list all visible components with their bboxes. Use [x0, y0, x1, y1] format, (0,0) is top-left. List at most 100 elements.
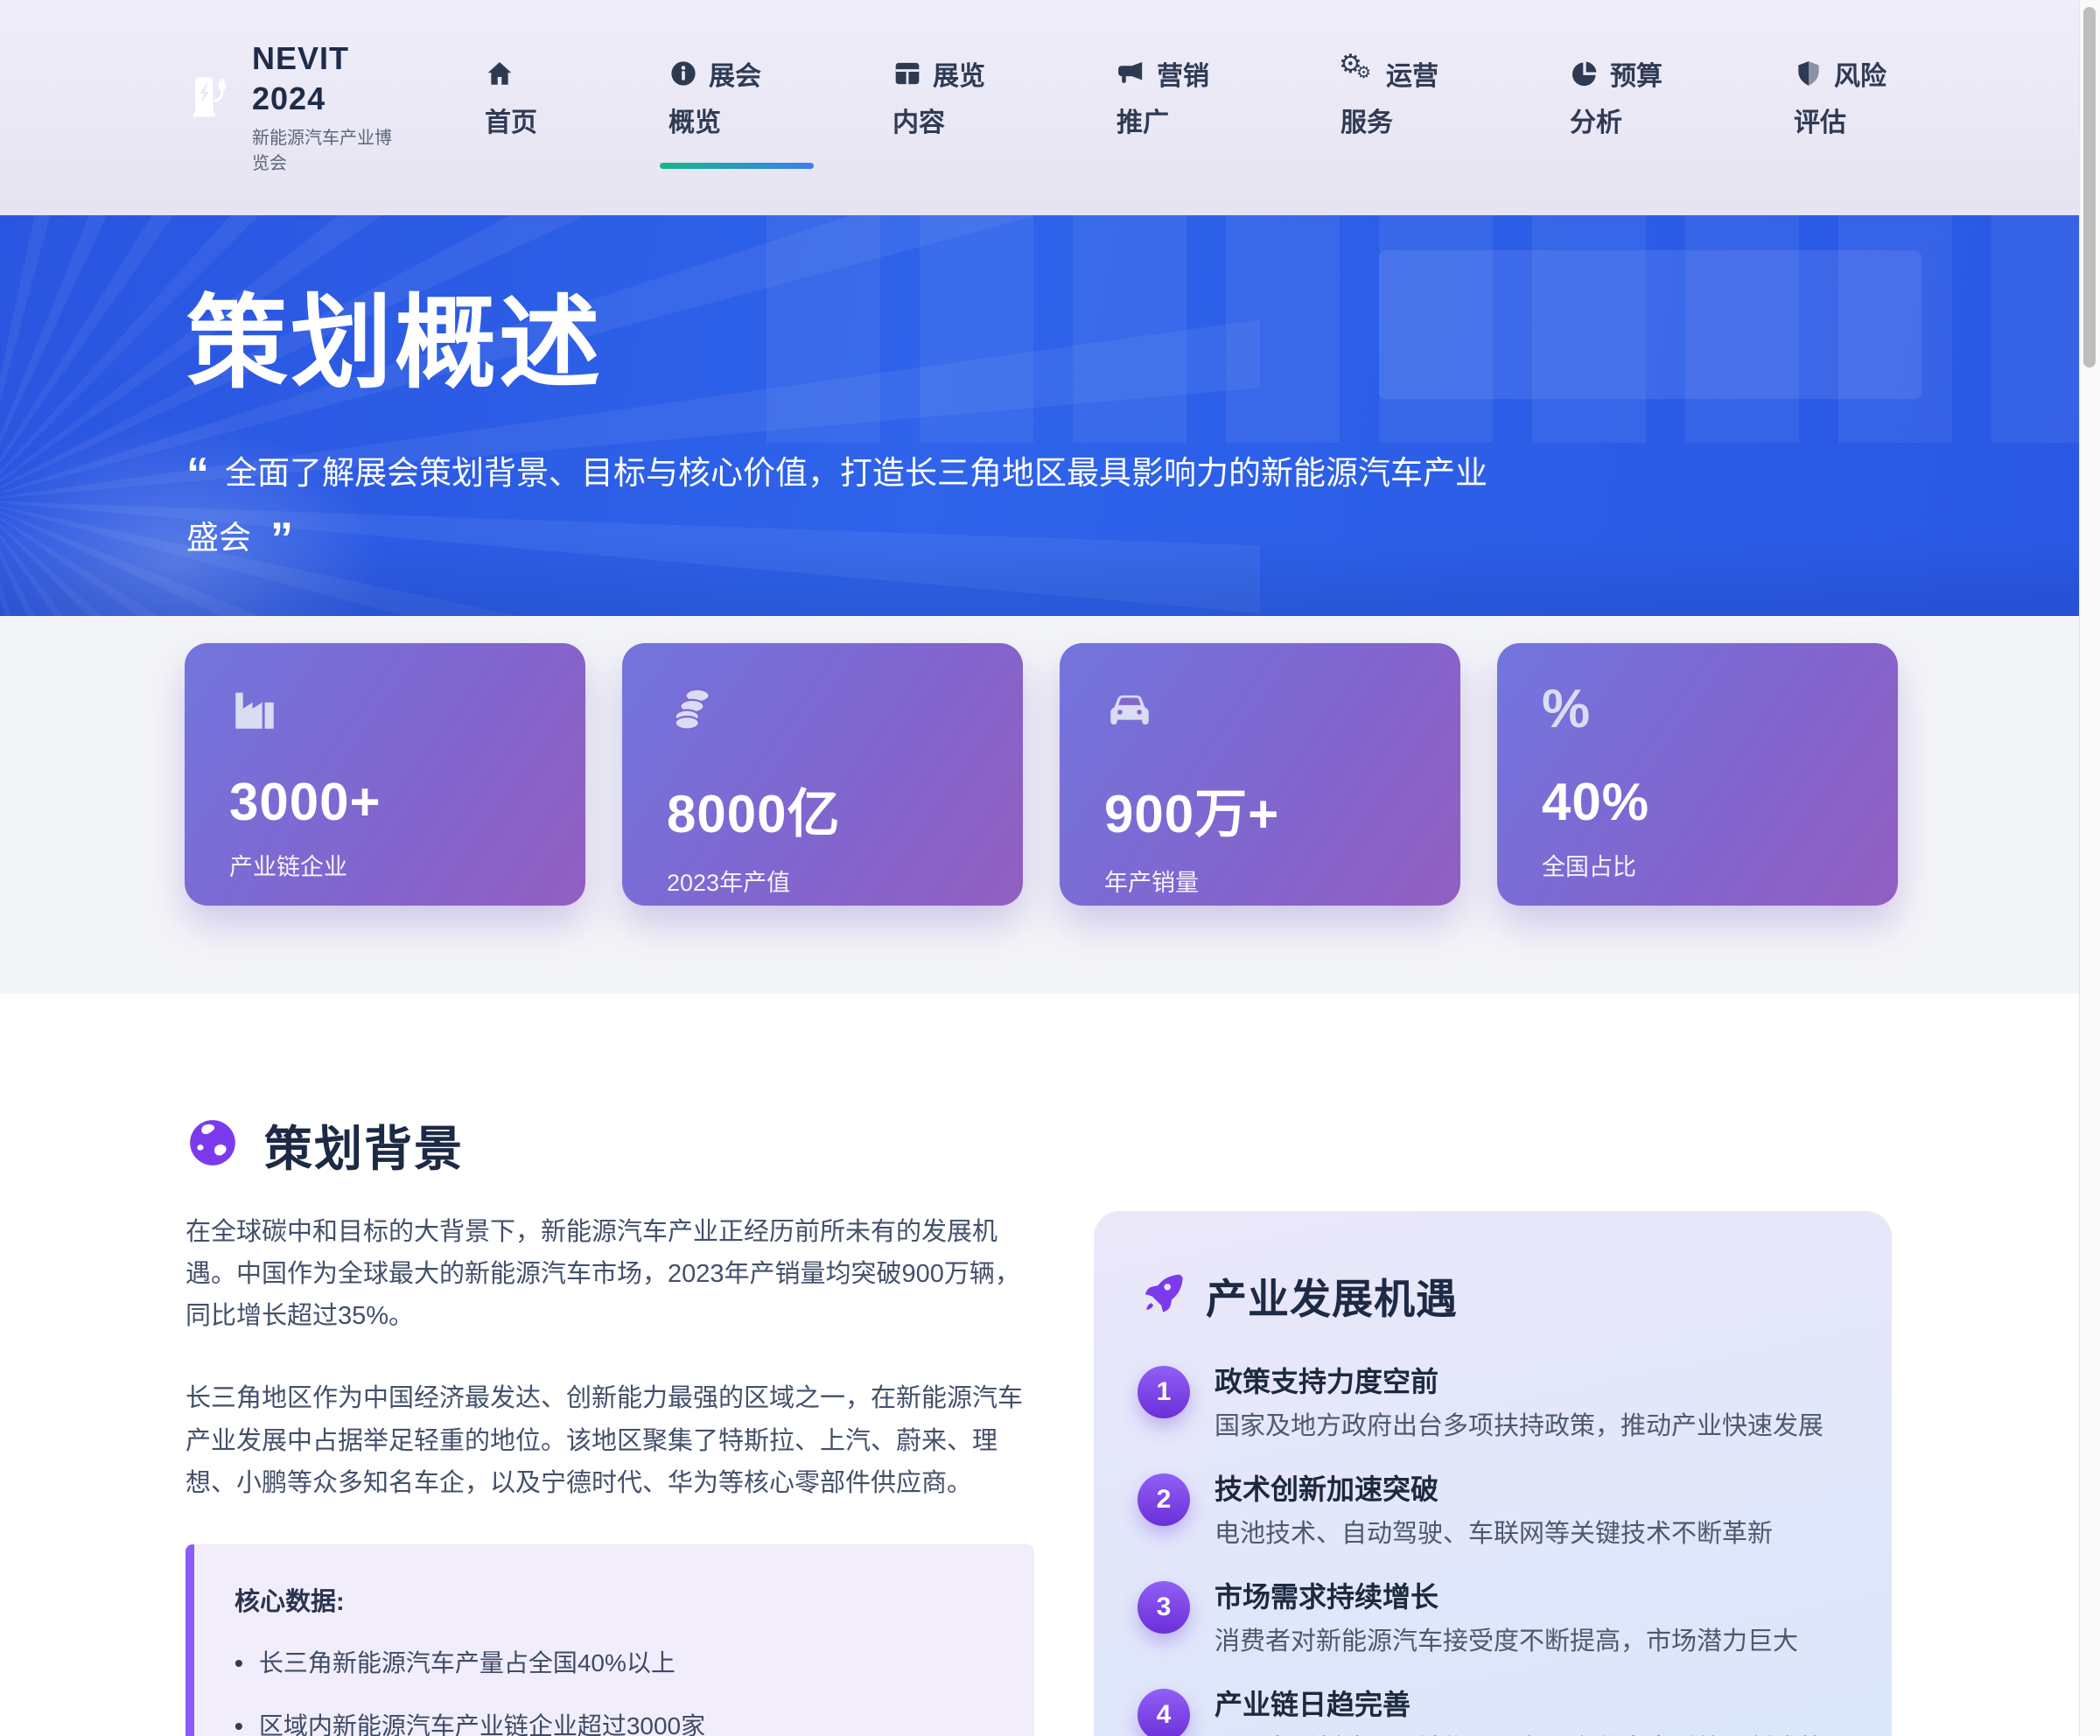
planning-background-section: 策划背景 在全球碳中和目标的大背景下，新能源汽车产业正经历前所未有的发展机遇。中… — [0, 994, 2079, 1736]
nav-item-operations[interactable]: ⚙ ⚙ 运营 服务 — [1339, 50, 1438, 169]
core-data-box: 核心数据: • 长三角新能源汽车产量占全国40%以上 • 区域内新能源汽车产业链… — [186, 1544, 1034, 1736]
stat-value: 3000+ — [229, 773, 382, 831]
scrollbar[interactable] — [2079, 0, 2100, 1736]
opportunity-title: 市场需求持续增长 — [1214, 1580, 1439, 1613]
percent-icon: % — [1542, 679, 1591, 739]
list-item: • 长三角新能源汽车产量占全国40%以上 — [234, 1648, 994, 1679]
nav-label-bottom: 内容 — [892, 108, 945, 137]
section-title: 策划背景 — [264, 1122, 465, 1176]
table-icon — [892, 59, 922, 88]
background-paragraph: 长三角地区作为中国经济最发达、创新能力最强的区域之一，在新能源汽车产业发展中占据… — [186, 1384, 1024, 1497]
opportunity-description: 国家及地方政府出台多项扶持政策，推动产业快速发展 — [1214, 1411, 1824, 1440]
stat-card-national-share: % 40% 全国占比 — [1497, 643, 1898, 906]
stat-card-sales: 900万+ 年产销量 — [1060, 643, 1460, 906]
nav-label-top: 营销 — [1157, 62, 1209, 91]
nav-item-home[interactable]: 首页 — [485, 55, 537, 169]
stat-label: 2023年产值 — [667, 870, 791, 896]
nav-item-risk[interactable]: 风险 评估 — [1794, 55, 1886, 169]
hero-quote: “全面了解展会策划背景、目标与核心价值，打造长三角地区最具影响力的新能源汽车产业… — [186, 438, 1499, 567]
list-item: 4 产业链日趋完善 从研发到制造，从销售到服务，产业生态系统不断成熟 — [1138, 1688, 1848, 1736]
section-heading: 策划背景 — [186, 1110, 464, 1180]
opportunity-title: 产业链日趋完善 — [1214, 1688, 1411, 1720]
stat-card-output-value: 8000亿 2023年产值 — [622, 643, 1023, 906]
core-data-bullet: 区域内新能源汽车产业链企业超过3000家 — [258, 1712, 706, 1736]
opportunity-title: 技术创新加速突破 — [1214, 1473, 1439, 1505]
close-quote-icon: ” — [270, 513, 293, 564]
active-tab-underline — [660, 163, 814, 169]
nav-label-bottom: 首页 — [485, 108, 537, 137]
nav-label-top: 预算 — [1610, 62, 1662, 91]
scrollbar-thumb[interactable] — [2083, 7, 2096, 368]
hero-banner: 策划概述 “全面了解展会策划背景、目标与核心价值，打造长三角地区最具影响力的新能… — [0, 215, 2079, 616]
number-badge: 2 — [1138, 1473, 1190, 1526]
shield-icon — [1794, 59, 1824, 88]
nav-label-bottom: 推广 — [1116, 108, 1169, 137]
nav-label-bottom: 概览 — [668, 108, 721, 137]
number-badge: 3 — [1138, 1580, 1190, 1634]
pie-chart-icon — [1570, 59, 1600, 88]
stat-card-enterprises: 3000+ 产业链企业 — [185, 643, 585, 906]
nav-label-top: 风险 — [1834, 62, 1886, 91]
rocket-icon — [1138, 1270, 1185, 1321]
core-data-title: 核心数据: — [234, 1587, 345, 1616]
nav-item-overview[interactable]: 展会 概览 — [660, 55, 814, 169]
bullet-icon: • — [234, 1712, 243, 1736]
stat-value: 900万+ — [1104, 785, 1280, 844]
bullet-icon: • — [234, 1648, 243, 1676]
opportunity-title: 政策支持力度空前 — [1214, 1366, 1439, 1397]
coins-icon — [667, 684, 978, 735]
list-item: • 区域内新能源汽车产业链企业超过3000家 — [234, 1711, 994, 1736]
hero-background-screens — [766, 215, 2079, 443]
stat-value: 8000亿 — [667, 785, 841, 844]
opportunities-card: 产业发展机遇 1 政策支持力度空前 国家及地方政府出台多项扶持政策，推动产业快速… — [1094, 1211, 1892, 1736]
nav-label-bottom: 分析 — [1570, 108, 1622, 137]
nav-item-budget[interactable]: 预算 分析 — [1570, 55, 1662, 169]
brand-text: NEVIT 2024 新能源汽车产业博览会 — [252, 38, 408, 177]
info-icon — [668, 59, 698, 88]
core-data-list: • 长三角新能源汽车产量占全国40%以上 • 区域内新能源汽车产业链企业超过30… — [234, 1648, 994, 1736]
stat-label: 年产销量 — [1104, 870, 1199, 896]
stats-band: 3000+ 产业链企业 8000亿 2023年产值 — [0, 616, 2079, 994]
top-navigation-bar: NEVIT 2024 新能源汽车产业博览会 首页 展 — [0, 0, 2079, 215]
home-icon — [485, 59, 514, 88]
opportunities-list: 1 政策支持力度空前 国家及地方政府出台多项扶持政策，推动产业快速发展 2 技术… — [1138, 1366, 1848, 1736]
nav-label-top: 展览 — [933, 62, 985, 91]
factory-icon — [229, 684, 541, 735]
nav-item-marketing[interactable]: 营销 推广 — [1116, 55, 1209, 169]
nav-item-exhibition-content[interactable]: 展览 内容 — [892, 55, 985, 169]
brand-subtitle: 新能源汽车产业博览会 — [252, 129, 392, 174]
list-item: 3 市场需求持续增长 消费者对新能源汽车接受度不断提高，市场潜力巨大 — [1138, 1580, 1848, 1659]
globe-icon — [186, 1116, 240, 1174]
hero-quote-text: 全面了解展会策划背景、目标与核心价值，打造长三角地区最具影响力的新能源汽车产业盛… — [186, 455, 1488, 556]
main-nav: 首页 展会 概览 展览 内容 — [485, 50, 1886, 169]
opportunities-title: 产业发展机遇 — [1206, 1276, 1458, 1322]
opportunity-description: 电池技术、自动驾驶、车联网等关键技术不断革新 — [1214, 1519, 1774, 1548]
opportunity-description: 从研发到制造，从销售到服务，产业生态系统不断成熟 — [1214, 1732, 1824, 1736]
list-item: 2 技术创新加速突破 电池技术、自动驾驶、车联网等关键技术不断革新 — [1138, 1473, 1848, 1551]
background-text-column: 在全球碳中和目标的大背景下，新能源汽车产业正经历前所未有的发展机遇。中国作为全球… — [186, 1211, 1034, 1736]
background-paragraph: 在全球碳中和目标的大背景下，新能源汽车产业正经历前所未有的发展机遇。中国作为全球… — [186, 1218, 1020, 1331]
hero-background-floor — [0, 537, 2079, 616]
core-data-bullet: 长三角新能源汽车产量占全国40%以上 — [258, 1648, 676, 1676]
hero-background-glow — [0, 406, 402, 616]
page-title: 策划概述 — [186, 286, 603, 400]
number-badge: 1 — [1138, 1366, 1190, 1418]
nav-label-top: 展会 — [709, 62, 761, 91]
nav-label-top: 运营 — [1386, 62, 1438, 91]
opportunity-description: 消费者对新能源汽车接受度不断提高，市场潜力巨大 — [1214, 1627, 1799, 1656]
brand-title: NEVIT 2024 — [252, 39, 350, 116]
nav-label-bottom: 评估 — [1794, 108, 1846, 137]
car-icon — [1104, 684, 1416, 735]
gears-icon: ⚙ ⚙ — [1339, 50, 1372, 82]
stat-label: 全国占比 — [1542, 854, 1636, 880]
opportunities-heading: 产业发展机遇 — [1138, 1265, 1848, 1326]
brand[interactable]: NEVIT 2024 新能源汽车产业博览会 — [186, 38, 408, 177]
stat-cards: 3000+ 产业链企业 8000亿 2023年产值 — [185, 643, 1898, 906]
nav-label-bottom: 服务 — [1340, 108, 1393, 137]
list-item: 1 政策支持力度空前 国家及地方政府出台多项扶持政策，推动产业快速发展 — [1138, 1366, 1848, 1444]
stat-label: 产业链企业 — [229, 854, 347, 880]
hero-background-panel — [1379, 250, 1922, 399]
megaphone-icon — [1116, 59, 1146, 88]
open-quote-icon: “ — [186, 449, 209, 500]
